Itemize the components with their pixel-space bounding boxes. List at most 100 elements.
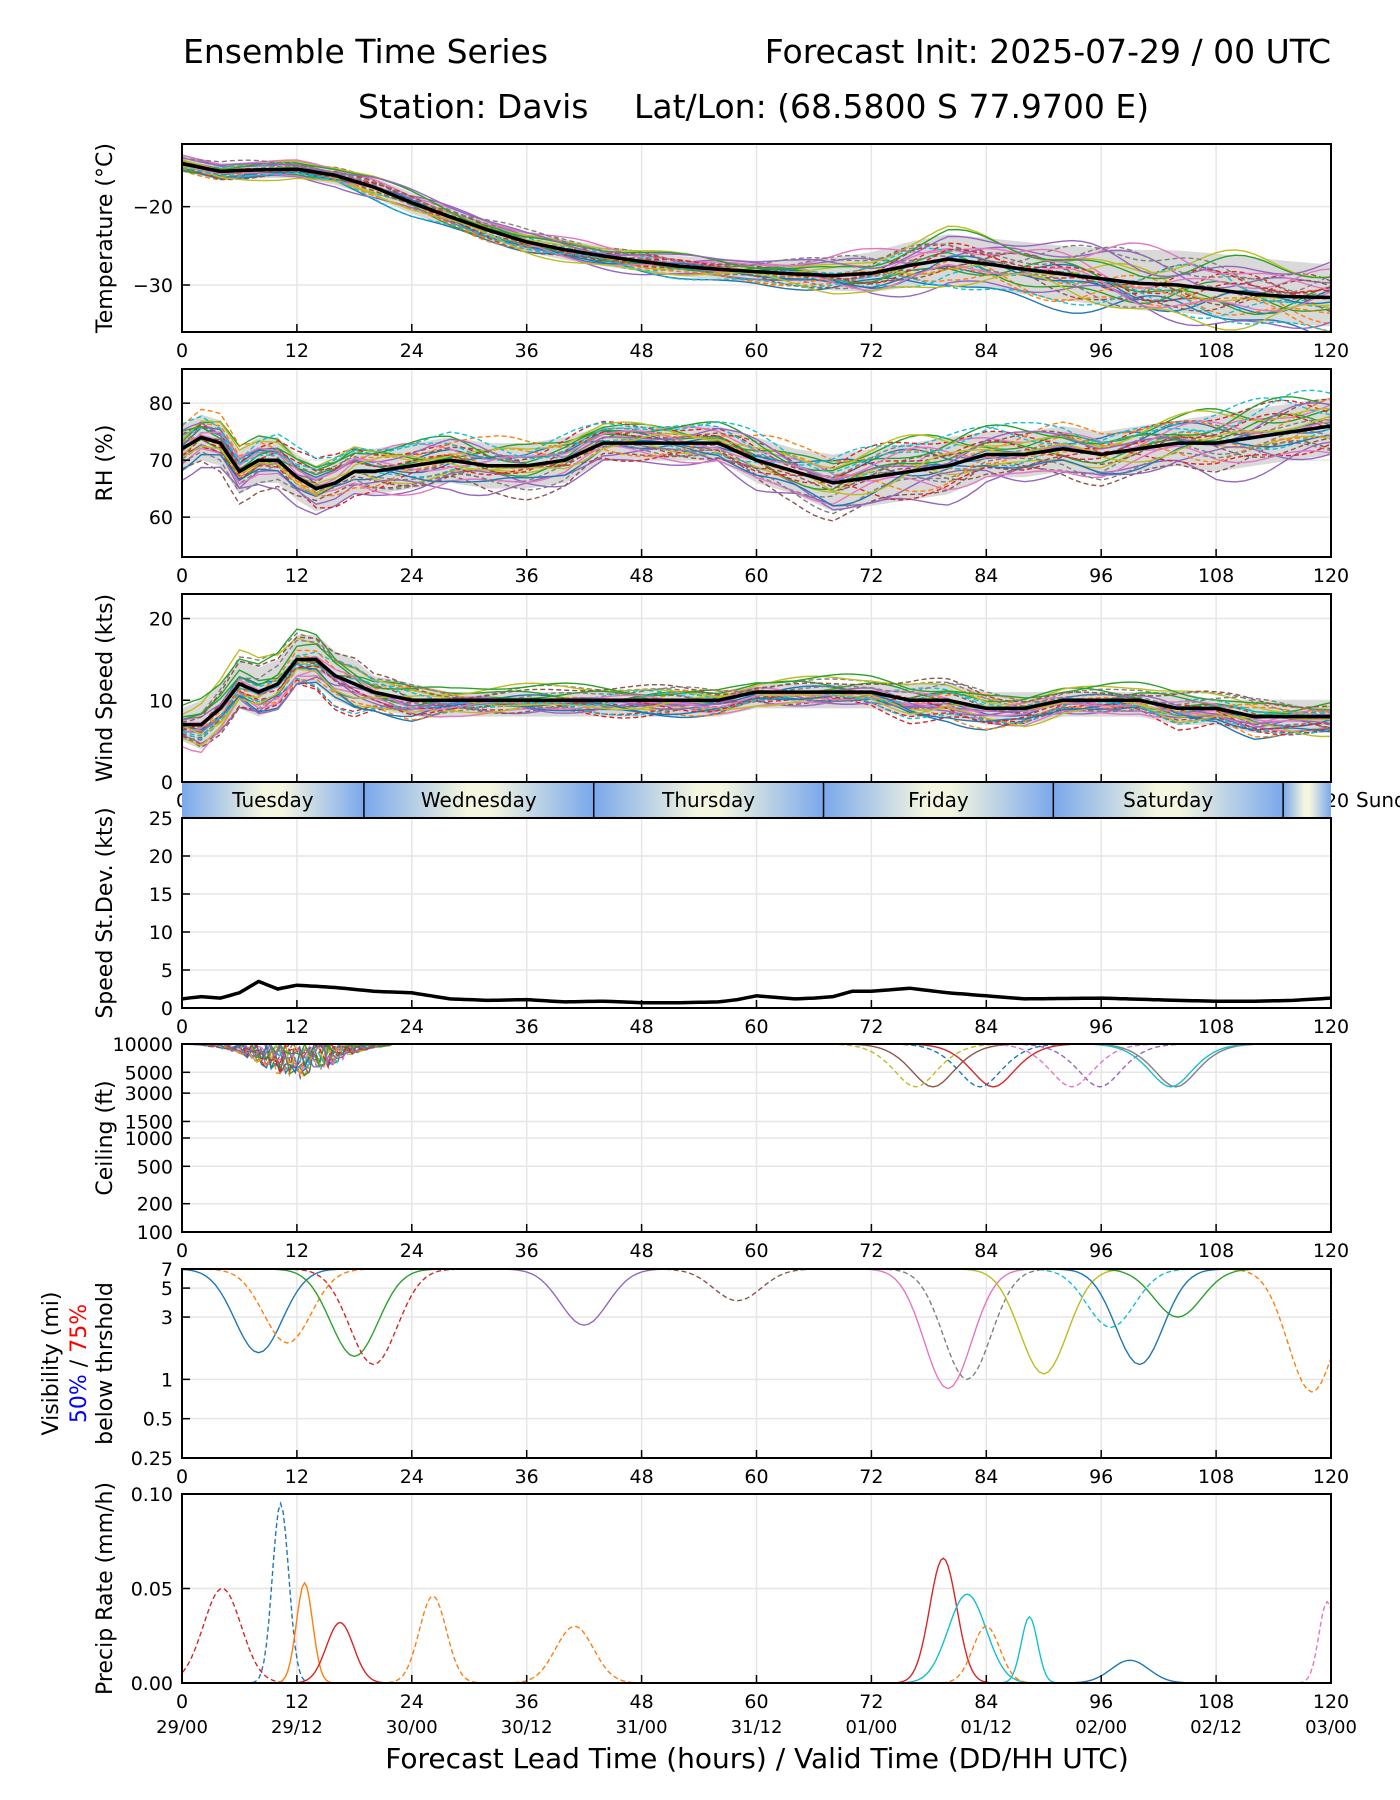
plot-area-temperature bbox=[182, 154, 1331, 332]
x-tick-label: 24 bbox=[400, 565, 424, 587]
member-line bbox=[182, 165, 1331, 331]
plot-area-ceiling bbox=[184, 1044, 1253, 1088]
y-tick-label: 0 bbox=[161, 772, 173, 794]
x-tick-label: 84 bbox=[974, 1691, 998, 1713]
x-tick-label: 48 bbox=[630, 1691, 654, 1713]
member-line bbox=[838, 1044, 993, 1088]
x-tick-label: 60 bbox=[744, 1691, 768, 1713]
member-line bbox=[1216, 1269, 1331, 1393]
y-tick-label: 25 bbox=[149, 808, 173, 830]
x-tick-label: 120 bbox=[1313, 1016, 1349, 1038]
y-tick-label: 10 bbox=[149, 690, 173, 712]
panel-temperature: −20 −30 0 12 24 36 48 60 72 84 96 108 120 Temperature… bbox=[93, 143, 1349, 362]
panel-speed_stdev: 0 5 10 15 20 25 0 12 24 36 48 60 72 84 96 108 120 Speed S… bbox=[93, 807, 1349, 1038]
x-tick-label: 24 bbox=[400, 1466, 424, 1488]
y-tick-label: 0.25 bbox=[131, 1448, 173, 1470]
x-tick-label: 120 bbox=[1313, 1466, 1349, 1488]
day-label: Saturday bbox=[1123, 788, 1213, 812]
grid-speed_stdev bbox=[181, 817, 1332, 1009]
y-axis-label: Precip Rate (mm/h) bbox=[93, 1482, 118, 1695]
label-50-percent: 50% bbox=[67, 1374, 92, 1423]
member-line bbox=[1082, 1269, 1274, 1318]
valid-time-label: 01/00 bbox=[845, 1717, 897, 1738]
member-line bbox=[191, 1269, 384, 1344]
x-tick-label: 48 bbox=[630, 1240, 654, 1262]
x-tick-label: 48 bbox=[630, 565, 654, 587]
plot-area-speed_stdev bbox=[182, 979, 1331, 1005]
station-latlon: Lat/Lon: (68.5800 S 77.9700 E) bbox=[634, 87, 1149, 126]
member-line bbox=[1099, 1044, 1253, 1088]
x-tick-label: 60 bbox=[744, 1016, 768, 1038]
x-tick-label: 84 bbox=[974, 1466, 998, 1488]
x-tick-label: 84 bbox=[974, 565, 998, 587]
x-tick-label: 0 bbox=[176, 1016, 188, 1038]
y-tick-label: 3 bbox=[161, 1307, 173, 1329]
grid-precip bbox=[181, 1493, 1332, 1684]
member-line bbox=[182, 639, 1331, 727]
x-tick-label: 108 bbox=[1198, 565, 1234, 587]
x-tick-label: 72 bbox=[859, 340, 883, 362]
member-line bbox=[1015, 1269, 1207, 1329]
x-tick-label: 60 bbox=[744, 340, 768, 362]
x-tick-label: 96 bbox=[1089, 1466, 1113, 1488]
panel-precip: 0.00 0.05 0.10 0 12 24 36 48 60 72 84 96 108 120 Preci… bbox=[93, 1482, 1357, 1738]
label-separator: / bbox=[67, 1353, 92, 1374]
y-tick-label: −20 bbox=[133, 197, 173, 219]
y-tick-label: 80 bbox=[149, 393, 173, 415]
precip-peak-line bbox=[1053, 1659, 1207, 1683]
x-tick-label: 0 bbox=[176, 1466, 188, 1488]
panel-visibility: 0.25 0.5 1 3 57 0 12 24 36 48 60 72 84 96 108 120 Visibi… bbox=[39, 1259, 1349, 1488]
x-tick-label: 36 bbox=[515, 1466, 539, 1488]
member-line bbox=[182, 637, 1331, 716]
y-tick-label: 10000 bbox=[113, 1034, 173, 1056]
y-tick-label: 7 bbox=[161, 1259, 173, 1281]
label-75-percent: 75% bbox=[67, 1304, 92, 1353]
valid-time-label: 02/12 bbox=[1190, 1717, 1242, 1738]
x-tick-label: 108 bbox=[1198, 340, 1234, 362]
member-line bbox=[193, 1044, 390, 1064]
x-tick-label: 96 bbox=[1089, 565, 1113, 587]
x-tick-label: 96 bbox=[1089, 1016, 1113, 1038]
day-label: Friday bbox=[908, 788, 969, 812]
grid-visibility bbox=[181, 1268, 1332, 1459]
panels-group: −20−300 12 24 36 48 60 72 84 96 108 120Temperature… bbox=[39, 143, 1400, 1738]
y-tick-label: 1000 bbox=[125, 1128, 173, 1150]
member-line bbox=[947, 1269, 1140, 1375]
member-line bbox=[852, 1269, 1044, 1390]
member-line bbox=[1094, 1044, 1248, 1088]
precip-peak-line bbox=[204, 1501, 358, 1683]
day-label: Wednesday bbox=[421, 788, 537, 812]
x-tick-label: 120 bbox=[1313, 340, 1349, 362]
y-axis-label: Ceiling (ft) bbox=[93, 1080, 118, 1195]
member-line bbox=[184, 1044, 391, 1077]
valid-time-label: 30/12 bbox=[501, 1717, 553, 1738]
y-axis-label: Temperature (°C) bbox=[93, 143, 118, 334]
x-tick-label: 12 bbox=[285, 1016, 309, 1038]
member-line bbox=[488, 1269, 680, 1326]
y-tick-label: 200 bbox=[137, 1194, 173, 1216]
x-tick-label: 12 bbox=[285, 1240, 309, 1262]
day-label: Tuesday bbox=[231, 788, 314, 812]
x-tick-label: 36 bbox=[515, 1016, 539, 1038]
x-tick-label: 0 bbox=[176, 565, 188, 587]
y-tick-label: 60 bbox=[149, 507, 173, 529]
x-tick-label: 36 bbox=[515, 1240, 539, 1262]
ensemble-mean-line bbox=[182, 424, 1331, 491]
x-tick-label: 84 bbox=[974, 340, 998, 362]
x-tick-label: 72 bbox=[859, 1016, 883, 1038]
x-tick-label: 108 bbox=[1198, 1240, 1234, 1262]
y-tick-label: 100 bbox=[137, 1222, 173, 1244]
y-tick-label: 0 bbox=[161, 998, 173, 1020]
ensemble-mean-line bbox=[182, 979, 1331, 1005]
station-name: Station: Davis bbox=[358, 87, 588, 126]
y-tick-label: −30 bbox=[133, 275, 173, 297]
x-tick-label: 96 bbox=[1089, 1691, 1113, 1713]
precip-peak-line bbox=[952, 1615, 1106, 1683]
x-tick-label: 24 bbox=[400, 1240, 424, 1262]
plot-area-precip bbox=[182, 1501, 1331, 1683]
plot-area-wind_speed bbox=[182, 628, 1331, 754]
y-tick-label: 70 bbox=[149, 450, 173, 472]
y-tick-label: 15 bbox=[149, 884, 173, 906]
